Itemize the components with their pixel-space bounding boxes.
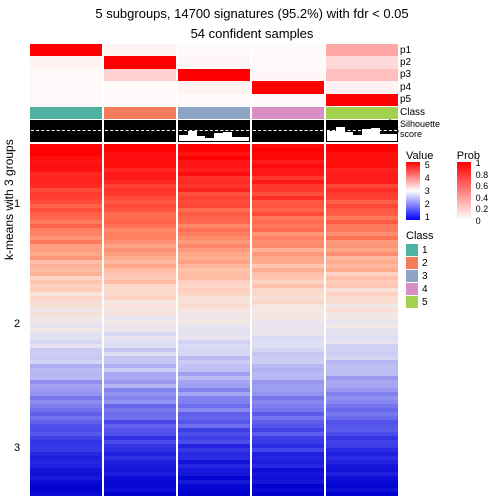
- prob-colorbar: [457, 162, 471, 220]
- legends: Value 54321 Prob 10.80.60.40.20 Class 12…: [406, 150, 502, 318]
- plot-area: [30, 44, 398, 498]
- class-row-label: Class: [400, 107, 425, 118]
- prob-row-labels: p1p2p3p4p5: [400, 44, 411, 106]
- y-ticks: 1 2 3: [14, 0, 28, 504]
- value-prob-legend: Value 54321 Prob 10.80.60.40.20: [406, 150, 502, 220]
- probability-annotation: [30, 44, 398, 106]
- class-legend: Class 12345: [406, 230, 502, 308]
- silhouette-label: Silhouettescore: [400, 119, 440, 139]
- value-colorbar: [406, 162, 420, 220]
- silhouette-annotation: [30, 120, 398, 142]
- heatmap: [30, 144, 398, 496]
- title-line-2: 54 confident samples: [0, 26, 504, 41]
- class-annotation: [30, 107, 398, 119]
- title-line-1: 5 subgroups, 14700 signatures (95.2%) wi…: [0, 6, 504, 21]
